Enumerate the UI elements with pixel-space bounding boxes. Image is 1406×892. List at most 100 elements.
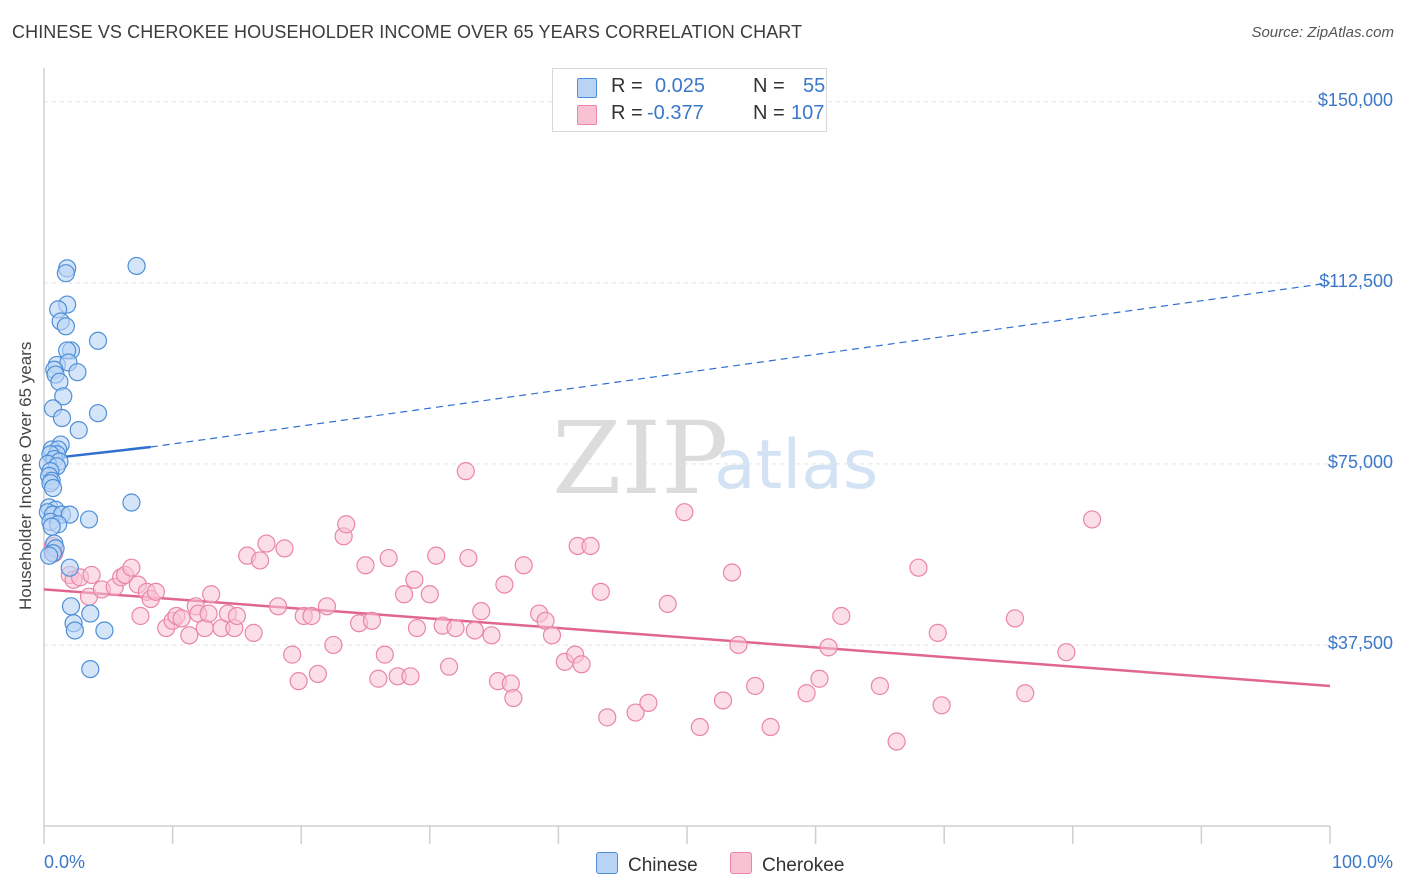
chinese-swatch — [596, 852, 618, 874]
chinese-point — [43, 478, 63, 498]
cherokee-point — [887, 732, 906, 751]
chinese-swatch — [577, 78, 597, 98]
chinese-point — [88, 331, 108, 350]
chinese-point — [42, 517, 61, 536]
cherokee-point — [761, 717, 780, 737]
cherokee-point — [1082, 510, 1102, 529]
watermark-atlas: atlas — [714, 426, 878, 505]
chinese-point — [60, 505, 79, 524]
cherokee-point — [832, 606, 851, 626]
cherokee-point — [472, 602, 491, 621]
cherokee-point — [932, 696, 951, 715]
cherokee-point — [401, 667, 420, 686]
cherokee-trend-line — [43, 588, 1331, 688]
cherokee-point — [456, 462, 475, 481]
cherokee-point — [362, 611, 382, 630]
chinese-point — [122, 493, 141, 512]
cherokee-swatch — [730, 852, 752, 874]
cherokee-point — [268, 597, 288, 616]
cherokee-point — [690, 717, 709, 737]
cherokee-point — [459, 548, 478, 568]
legend-r-value: -0.377 — [647, 102, 704, 124]
cherokee-swatch — [577, 105, 597, 125]
chinese-point — [61, 597, 81, 616]
x-tick-label-min: 0.0% — [44, 852, 86, 872]
cherokee-point — [257, 534, 276, 553]
chinese-point — [56, 317, 75, 336]
bottom-legend-chinese: Chinese — [596, 852, 698, 877]
cherokee-point — [82, 565, 101, 585]
watermark-zip: ZIP — [552, 400, 728, 517]
cherokee-point — [131, 606, 150, 626]
cherokee-point — [1057, 643, 1076, 662]
cherokee-point — [572, 655, 591, 674]
cherokee-point — [317, 597, 337, 616]
cherokee-point — [122, 558, 141, 577]
cherokee-point — [172, 609, 191, 628]
legend-r-label: R = — [611, 75, 643, 97]
cherokee-point — [337, 515, 356, 534]
cherokee-point — [420, 585, 439, 604]
cherokee-point — [356, 556, 375, 575]
cherokee-point — [514, 556, 533, 575]
cherokee-point — [722, 563, 742, 582]
cherokee-point — [1005, 609, 1025, 628]
cherokee-point — [405, 570, 424, 589]
chinese-point — [127, 256, 146, 276]
chinese-point — [40, 546, 59, 565]
cherokee-point — [658, 594, 677, 614]
chinese-points — [38, 256, 146, 679]
cherokee-point — [202, 585, 221, 604]
chinese-trend-line-dashed — [150, 282, 1331, 448]
cherokee-point — [819, 638, 838, 657]
y-axis-label: Householder Income Over 65 years — [16, 341, 35, 610]
cherokee-point — [302, 606, 321, 626]
cherokee-point — [379, 548, 398, 568]
legend-r-label: R = — [611, 102, 643, 124]
cherokee-point — [909, 558, 928, 577]
cherokee-point — [482, 626, 501, 645]
cherokee-point — [591, 582, 610, 601]
chinese-point — [95, 621, 114, 640]
cherokee-point — [427, 546, 446, 565]
y-tick-label: $112,500 — [1319, 270, 1393, 291]
x-tick-label-max: 100.0% — [1331, 852, 1393, 872]
cherokee-point — [465, 621, 484, 640]
y-tick-label: $75,000 — [1327, 451, 1393, 472]
cherokee-point — [729, 635, 748, 655]
cherokee-point — [1016, 684, 1035, 703]
chinese-point — [69, 421, 88, 440]
cherokee-point — [375, 645, 394, 664]
cherokee-point — [542, 626, 562, 645]
chinese-point — [79, 510, 99, 529]
cherokee-point — [369, 669, 388, 688]
cherokee-point — [581, 536, 600, 556]
legend-n-label: N = — [753, 102, 785, 124]
watermark: ZIP atlas — [552, 400, 878, 517]
cherokee-point — [146, 582, 165, 601]
chinese-point — [65, 621, 84, 640]
cherokee-point — [626, 703, 645, 722]
correlation-legend: R = 0.025 N = 55 R = -0.377 N = 107 — [552, 68, 827, 132]
cherokee-point — [797, 684, 816, 703]
legend-n-label: N = — [753, 75, 785, 97]
cherokee-point — [394, 585, 414, 604]
bottom-legend-cherokee-label: Cherokee — [762, 855, 845, 876]
cherokee-point — [250, 551, 270, 570]
cherokee-point — [199, 604, 218, 623]
cherokee-point — [746, 676, 765, 696]
cherokee-point — [283, 645, 302, 664]
cherokee-point — [598, 708, 617, 727]
cherokee-point — [180, 626, 199, 645]
bottom-legend-cherokee: Cherokee — [730, 852, 844, 877]
source-credit: Source: ZipAtlas.com — [1251, 24, 1394, 41]
chinese-point — [54, 387, 73, 406]
cherokee-point — [928, 623, 947, 642]
legend-n-value: 55 — [803, 75, 826, 97]
cherokee-point — [675, 503, 694, 522]
bottom-legend-chinese-label: Chinese — [628, 855, 698, 876]
legend-r-value: 0.025 — [655, 75, 706, 97]
cherokee-point — [713, 691, 733, 710]
cherokee-point — [324, 635, 343, 655]
chart-title: CHINESE VS CHEROKEE HOUSEHOLDER INCOME O… — [12, 22, 803, 42]
